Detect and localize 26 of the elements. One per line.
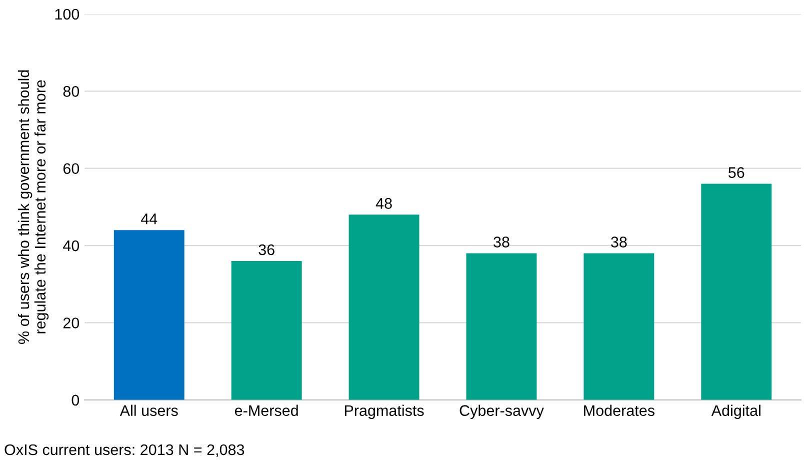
- bar: [584, 253, 654, 400]
- x-tick-label: Pragmatists: [344, 404, 424, 420]
- x-tick-label: e-Mersed: [234, 404, 298, 416]
- y-tick-label: 40: [63, 240, 80, 252]
- bar: [114, 230, 184, 400]
- data-label: 44: [140, 214, 158, 224]
- x-tick-label: Moderates: [584, 404, 654, 416]
- y-tick-label: 80: [63, 86, 80, 97]
- bar: [231, 260, 302, 400]
- bar: [701, 184, 772, 400]
- y-tick-label: 100: [55, 8, 80, 20]
- data-label: 56: [728, 167, 744, 178]
- data-label: 38: [611, 236, 627, 248]
- text: OxIS current users: 2013 N = 2,083: [4, 444, 244, 457]
- y-tick-label: 60: [63, 163, 80, 174]
- bar: [348, 214, 420, 400]
- data-label: 38: [494, 236, 510, 248]
- x-tick-label: Cyber-savvy: [460, 404, 544, 420]
- y-tick-label: 0: [72, 394, 80, 406]
- data-label: 48: [376, 198, 392, 209]
- data-label: 36: [258, 244, 274, 256]
- x-tick-label: All users: [120, 404, 178, 416]
- bar: [466, 253, 537, 400]
- y-tick-label: 20: [63, 318, 80, 328]
- x-tick-label: Adigital: [711, 404, 760, 420]
- y-axis-title: % of users who think government should regulate the Internet more or far more: [18, 70, 49, 344]
